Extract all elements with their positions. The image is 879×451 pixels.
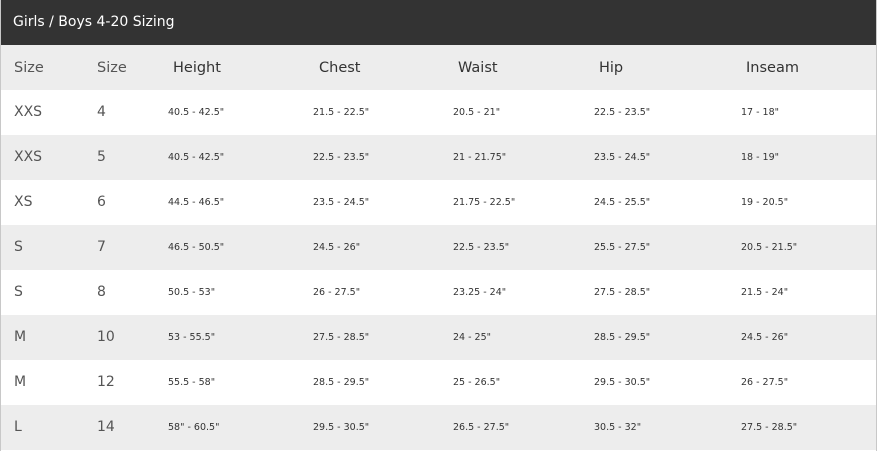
column-header-size-letter: Size (14, 60, 44, 76)
cell-height: 44.5 - 46.5" (168, 197, 225, 208)
cell-chest: 24.5 - 26" (313, 242, 361, 253)
table-row: S 8 50.5 - 53" 26 - 27.5" 23.25 - 24" 27.5 - … (1, 270, 876, 315)
cell-chest: 21.5 - 22.5" (313, 107, 370, 118)
cell-size-letter: M (14, 374, 27, 390)
cell-size-number: 10 (97, 329, 115, 345)
cell-chest: 23.5 - 24.5" (313, 197, 370, 208)
cell-height: 40.5 - 42.5" (168, 107, 225, 118)
cell-hip: 28.5 - 29.5" (594, 332, 651, 343)
cell-size-letter: XXS (14, 149, 43, 165)
cell-inseam: 19 - 20.5" (741, 197, 789, 208)
table-row: L 14 58" - 60.5" 29.5 - 30.5" 26.5 - 27.5" 30… (1, 405, 876, 450)
cell-waist: 23.25 - 24" (453, 287, 507, 298)
cell-height: 55.5 - 58" (168, 377, 216, 388)
column-header-hip: Hip (599, 60, 624, 76)
chart-title: Girls / Boys 4-20 Sizing (1, 0, 876, 45)
table-row: M 10 53 - 55.5" 27.5 - 28.5" 24 - 25" 28.5 - … (1, 315, 876, 360)
table-header-row: Size Size Height Chest Waist Hip Inseam (1, 45, 876, 90)
cell-inseam: 18 - 19" (741, 152, 780, 163)
table-row: S 7 46.5 - 50.5" 24.5 - 26" 22.5 - 23.5" 25.5… (1, 225, 876, 270)
cell-waist: 21.75 - 22.5" (453, 197, 516, 208)
cell-hip: 22.5 - 23.5" (594, 107, 651, 118)
cell-hip: 30.5 - 32" (594, 422, 642, 433)
cell-hip: 27.5 - 28.5" (594, 287, 651, 298)
cell-size-letter: XS (14, 194, 33, 210)
cell-size-letter: XXS (14, 104, 43, 120)
table-row: M 12 55.5 - 58" 28.5 - 29.5" 25 - 26.5" 29.5 … (1, 360, 876, 405)
column-header-inseam: Inseam (746, 60, 799, 76)
cell-waist: 26.5 - 27.5" (453, 422, 510, 433)
table-row: XXS 4 40.5 - 42.5" 21.5 - 22.5" 20.5 - 21" 22… (1, 90, 876, 135)
cell-size-number: 6 (97, 194, 106, 210)
cell-size-letter: M (14, 329, 27, 345)
cell-chest: 26 - 27.5" (313, 287, 361, 298)
cell-inseam: 26 - 27.5" (741, 377, 789, 388)
cell-chest: 28.5 - 29.5" (313, 377, 370, 388)
cell-hip: 25.5 - 27.5" (594, 242, 651, 253)
cell-inseam: 20.5 - 21.5" (741, 242, 798, 253)
cell-size-letter: S (14, 284, 23, 300)
cell-height: 58" - 60.5" (168, 422, 220, 433)
cell-waist: 22.5 - 23.5" (453, 242, 510, 253)
cell-size-letter: S (14, 239, 23, 255)
cell-size-number: 5 (97, 149, 106, 165)
cell-height: 46.5 - 50.5" (168, 242, 225, 253)
column-header-height: Height (173, 60, 221, 76)
cell-inseam: 27.5 - 28.5" (741, 422, 798, 433)
cell-chest: 22.5 - 23.5" (313, 152, 370, 163)
column-header-waist: Waist (458, 60, 498, 76)
cell-height: 50.5 - 53" (168, 287, 216, 298)
cell-size-letter: L (14, 419, 22, 435)
cell-hip: 23.5 - 24.5" (594, 152, 651, 163)
cell-size-number: 12 (97, 374, 115, 390)
cell-hip: 24.5 - 25.5" (594, 197, 651, 208)
cell-waist: 20.5 - 21" (453, 107, 501, 118)
table-row: XXS 5 40.5 - 42.5" 22.5 - 23.5" 21 - 21.75" 2… (1, 135, 876, 180)
cell-size-number: 4 (97, 104, 106, 120)
table-body: XXS 4 40.5 - 42.5" 21.5 - 22.5" 20.5 - 21" 22… (1, 90, 876, 450)
cell-inseam: 17 - 18" (741, 107, 780, 118)
cell-chest: 27.5 - 28.5" (313, 332, 370, 343)
column-header-size-number: Size (97, 60, 127, 76)
cell-waist: 25 - 26.5" (453, 377, 501, 388)
cell-size-number: 7 (97, 239, 106, 255)
cell-chest: 29.5 - 30.5" (313, 422, 370, 433)
cell-size-number: 8 (97, 284, 106, 300)
cell-waist: 24 - 25" (453, 332, 492, 343)
cell-inseam: 24.5 - 26" (741, 332, 789, 343)
column-header-chest: Chest (319, 60, 361, 76)
cell-height: 40.5 - 42.5" (168, 152, 225, 163)
table-row: XS 6 44.5 - 46.5" 23.5 - 24.5" 21.75 - 22.5"… (1, 180, 876, 225)
cell-inseam: 21.5 - 24" (741, 287, 789, 298)
cell-size-number: 14 (97, 419, 115, 435)
cell-height: 53 - 55.5" (168, 332, 216, 343)
cell-hip: 29.5 - 30.5" (594, 377, 651, 388)
cell-waist: 21 - 21.75" (453, 152, 507, 163)
